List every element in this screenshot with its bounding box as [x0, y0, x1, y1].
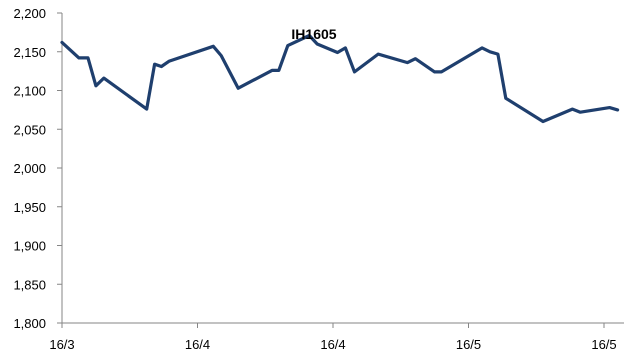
y-tick-label: 2,050	[13, 122, 46, 137]
x-axis-ticks: 16/3 16/4 16/4 16/5 16/5	[49, 323, 617, 352]
y-tick-label: 2,000	[13, 161, 46, 176]
x-tick-label: 16/5	[456, 337, 481, 352]
y-tick-label: 2,150	[13, 45, 46, 60]
y-tick-label: 1,900	[13, 239, 46, 254]
y-tick-label: 1,800	[13, 316, 46, 331]
x-tick-label: 16/3	[49, 337, 74, 352]
x-tick-label: 16/4	[320, 337, 345, 352]
y-axis-ticks: 1,800 1,850 1,900 1,950 2,000 2,050 2,100 2,150…	[13, 6, 62, 331]
y-tick-label: 2,100	[13, 84, 46, 99]
chart-series	[60, 33, 620, 124]
y-tick-label: 1,850	[13, 277, 46, 292]
x-tick-label: 16/4	[185, 337, 210, 352]
chart-title: IH1605	[291, 26, 336, 42]
chart-axes	[61, 13, 624, 324]
y-tick-label: 2,200	[13, 6, 46, 21]
y-tick-label: 1,950	[13, 200, 46, 215]
x-tick-label: 16/5	[591, 337, 616, 352]
series-line	[60, 33, 620, 124]
